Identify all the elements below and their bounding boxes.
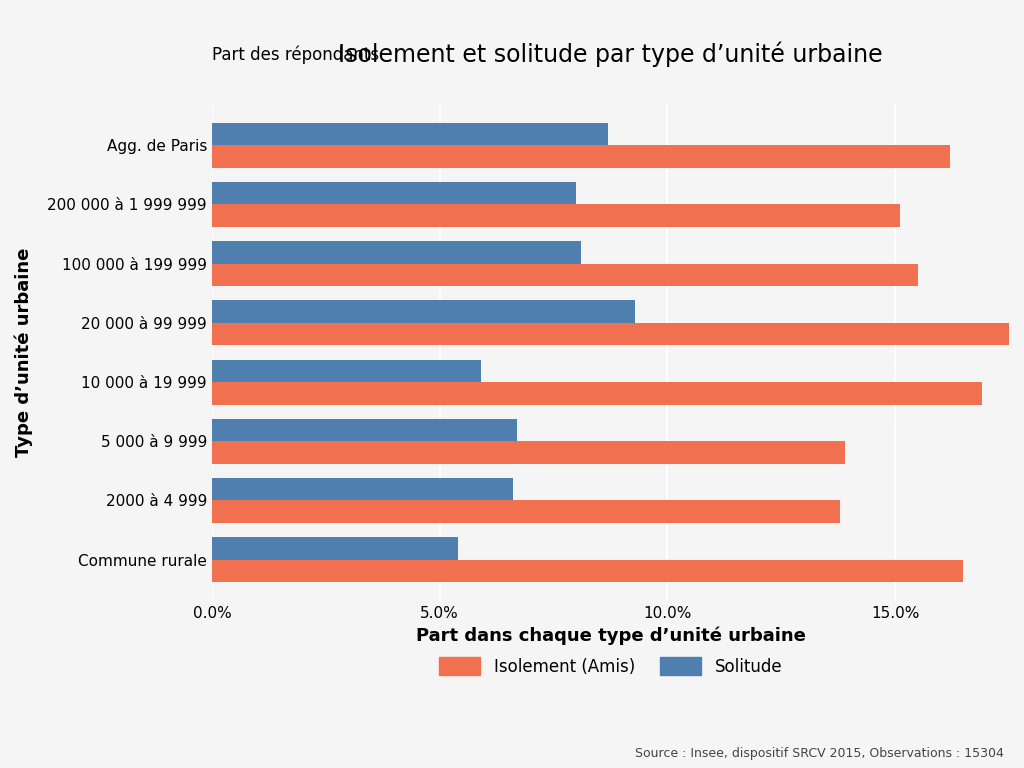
Bar <box>212 442 845 464</box>
Bar <box>212 560 964 582</box>
Title: Isolement et solitude par type d’unité urbaine: Isolement et solitude par type d’unité u… <box>338 41 883 67</box>
Bar <box>212 123 608 145</box>
Legend: Isolement (Amis), Solitude: Isolement (Amis), Solitude <box>432 650 790 682</box>
X-axis label: Part dans chaque type d’unité urbaine: Part dans chaque type d’unité urbaine <box>416 627 805 645</box>
Bar <box>212 359 480 382</box>
Bar <box>212 300 636 323</box>
Bar <box>212 501 841 523</box>
Bar <box>212 323 1024 346</box>
Bar <box>212 145 950 167</box>
Bar <box>212 382 982 405</box>
Bar <box>212 263 918 286</box>
Bar <box>212 241 581 263</box>
Bar <box>212 537 458 560</box>
Text: Part des répondants: Part des répondants <box>212 45 379 64</box>
Bar <box>212 182 577 204</box>
Y-axis label: Type d’unité urbaine: Type d’unité urbaine <box>15 248 34 457</box>
Bar <box>212 478 512 501</box>
Bar <box>212 204 900 227</box>
Bar <box>212 419 517 442</box>
Text: Source : Insee, dispositif SRCV 2015, Observations : 15304: Source : Insee, dispositif SRCV 2015, Ob… <box>635 747 1004 760</box>
